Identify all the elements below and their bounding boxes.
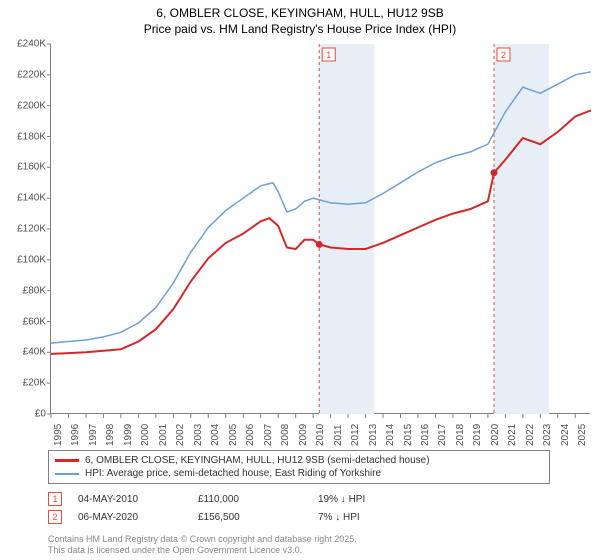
sale-row: 2 06-MAY-2020£156,5007% ↓ HPI [48,508,550,526]
x-tick-label: 2025 [577,424,588,446]
x-tick-label: 2006 [245,424,256,446]
y-tick-label: £160K [17,162,46,173]
x-tick-label: 2020 [490,424,501,446]
chart-plot-area: 12 [50,44,590,414]
svg-text:1: 1 [326,50,331,60]
footer-line2: This data is licensed under the Open Gov… [48,545,357,556]
sale-price: £156,500 [198,512,318,523]
title-address: 6, OMBLER CLOSE, KEYINGHAM, HULL, HU12 9… [0,6,600,20]
footer-attribution: Contains HM Land Registry data © Crown c… [48,534,357,557]
x-tick-label: 1998 [105,424,116,446]
sale-delta: 7% ↓ HPI [318,512,438,523]
svg-text:2: 2 [501,50,506,60]
y-tick-label: £60K [23,316,46,327]
sale-date: 04-MAY-2010 [78,494,198,505]
sale-price: £110,000 [198,494,318,505]
sale-marker: 1 [48,492,62,506]
y-tick-label: £80K [23,285,46,296]
chart-title: 6, OMBLER CLOSE, KEYINGHAM, HULL, HU12 9… [0,0,600,38]
y-tick-label: £100K [17,254,46,265]
legend-item-2: HPI: Average price, semi-detached house,… [55,467,543,480]
y-tick-label: £180K [17,131,46,142]
title-subtitle: Price paid vs. HM Land Registry's House … [0,22,600,36]
x-tick-label: 2021 [507,424,518,446]
x-tick-label: 1997 [88,424,99,446]
y-tick-label: £240K [17,39,46,50]
x-tick-label: 2015 [403,424,414,446]
sale-row: 1 04-MAY-2010£110,00019% ↓ HPI [48,490,550,508]
legend-label-1: 6, OMBLER CLOSE, KEYINGHAM, HULL, HU12 9… [85,455,430,466]
x-tick-label: 2012 [350,424,361,446]
y-tick-label: £40K [23,347,46,358]
x-tick-label: 2003 [193,424,204,446]
legend: 6, OMBLER CLOSE, KEYINGHAM, HULL, HU12 9… [48,450,550,484]
x-tick-label: 2017 [437,424,448,446]
legend-label-2: HPI: Average price, semi-detached house,… [85,468,381,479]
x-tick-label: 2022 [525,424,536,446]
y-tick-label: £0 [35,409,46,420]
x-tick-label: 2004 [210,424,221,446]
footer-line1: Contains HM Land Registry data © Crown c… [48,534,357,545]
legend-swatch-2 [55,473,79,475]
x-tick-label: 2024 [560,424,571,446]
x-tick-label: 2008 [280,424,291,446]
x-tick-label: 2019 [472,424,483,446]
legend-swatch-1 [55,459,79,462]
x-tick-label: 2013 [368,424,379,446]
y-tick-label: £140K [17,193,46,204]
x-tick-label: 2001 [158,424,169,446]
x-tick-label: 2000 [140,424,151,446]
y-tick-label: £120K [17,224,46,235]
x-tick-label: 2018 [455,424,466,446]
x-tick-label: 2005 [228,424,239,446]
x-tick-label: 1995 [53,424,64,446]
sale-data-rows: 1 04-MAY-2010£110,00019% ↓ HPI 2 06-MAY-202… [48,490,550,526]
x-tick-label: 2011 [333,424,344,446]
x-tick-label: 2009 [298,424,309,446]
x-tick-label: 2016 [420,424,431,446]
x-tick-label: 2023 [542,424,553,446]
x-tick-label: 1999 [123,424,134,446]
sale-date: 06-MAY-2020 [78,512,198,523]
y-tick-label: £220K [17,69,46,80]
y-tick-label: £200K [17,100,46,111]
sale-delta: 19% ↓ HPI [318,494,438,505]
legend-item-1: 6, OMBLER CLOSE, KEYINGHAM, HULL, HU12 9… [55,454,543,467]
x-tick-label: 2007 [263,424,274,446]
x-tick-label: 2002 [175,424,186,446]
y-tick-label: £20K [23,378,46,389]
x-tick-label: 2010 [315,424,326,446]
x-tick-label: 1996 [70,424,81,446]
sale-marker: 2 [48,510,62,524]
x-tick-label: 2014 [385,424,396,446]
